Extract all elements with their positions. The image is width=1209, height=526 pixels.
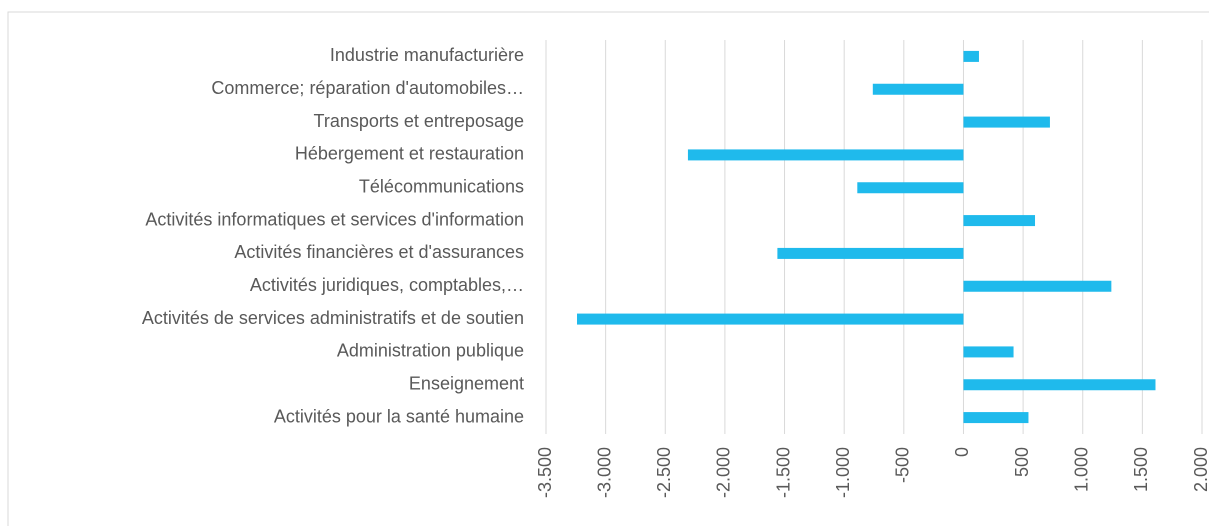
bar: [963, 215, 1036, 227]
y-tick-label: Activités informatiques et services d'in…: [145, 209, 524, 229]
y-tick-label: Industrie manufacturière: [330, 45, 524, 65]
x-tick-label: 1.000: [1071, 447, 1091, 492]
x-tick-label: -1.500: [773, 447, 793, 498]
x-tick-label: -2.500: [654, 447, 674, 498]
chart-frame: [7, 11, 1209, 526]
bar: [777, 247, 964, 259]
x-tick-label: -2.000: [714, 447, 734, 498]
bar: [857, 182, 964, 194]
bar: [963, 346, 1014, 358]
y-tick-label: Hébergement et restauration: [295, 144, 524, 164]
x-tick-label: -500: [893, 447, 913, 483]
y-tick-label: Télécommunications: [359, 177, 524, 197]
bar: [963, 412, 1029, 424]
bar: [872, 83, 964, 95]
bar: [963, 379, 1156, 391]
x-tick-label: -3.000: [594, 447, 614, 498]
bar: [963, 50, 979, 62]
bar: [577, 313, 964, 325]
y-tick-label: Activités de services administratifs et …: [142, 308, 524, 328]
x-tick-label: 0: [952, 447, 972, 457]
x-tick-label: 1.500: [1131, 447, 1151, 492]
y-tick-label: Commerce; réparation d'automobiles…: [211, 78, 524, 98]
y-tick-label: Activités financières et d'assurances: [234, 242, 524, 262]
y-tick-label: Transports et entreposage: [314, 111, 524, 131]
bar: [963, 280, 1112, 292]
x-tick-label: 2.000: [1191, 447, 1209, 492]
x-tick-label: -3.500: [535, 447, 555, 498]
bar: [963, 116, 1050, 128]
y-tick-label: Enseignement: [409, 374, 524, 394]
y-tick-label: Administration publique: [337, 341, 524, 361]
y-tick-label: Activités pour la santé humaine: [274, 406, 524, 426]
bar: [687, 149, 964, 161]
y-tick-label: Activités juridiques, comptables,…: [250, 275, 524, 295]
x-tick-label: -1.000: [833, 447, 853, 498]
x-tick-label: 500: [1012, 447, 1032, 477]
